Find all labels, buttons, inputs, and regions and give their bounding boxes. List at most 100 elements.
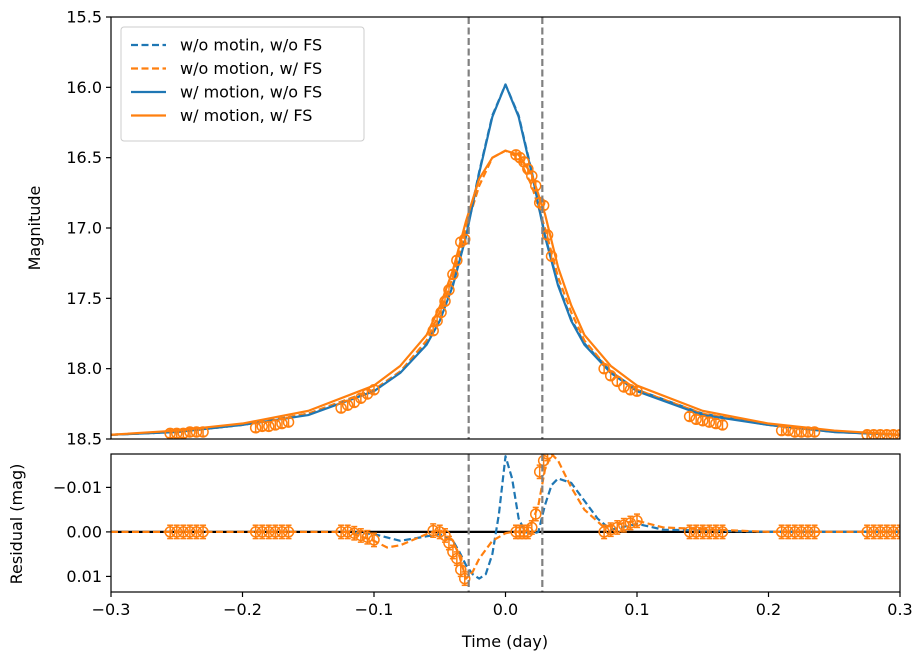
data-marker — [545, 250, 558, 262]
data-marker — [611, 375, 624, 388]
magnitude-ytick-label: 16.5 — [66, 148, 102, 167]
magnitude-plot-area — [111, 17, 900, 439]
data-marker — [451, 254, 463, 267]
time-xtick-label: 0.2 — [756, 600, 781, 619]
time-xtick-label: −0.1 — [355, 600, 394, 619]
time-xtick-label: 0.3 — [887, 600, 912, 619]
data-marker — [361, 531, 374, 543]
magnitude-data-point — [631, 385, 643, 397]
data-marker — [276, 417, 288, 430]
data-marker — [263, 420, 275, 433]
residual-data-point — [683, 524, 696, 540]
data-marker — [604, 523, 617, 536]
residual-data-point — [529, 506, 542, 522]
legend-label-2: w/ motion, w/o FS — [180, 83, 322, 102]
magnitude-ytick-label: 17.5 — [66, 289, 102, 308]
residual-ylabel: Residual (mag) — [7, 464, 26, 585]
residual-ytick-label: 0.01 — [66, 567, 102, 586]
data-marker — [611, 521, 624, 534]
magnitude-ytick-label: 17.0 — [66, 219, 102, 238]
data-marker — [335, 526, 347, 538]
magnitude-ytick-label: 16.0 — [66, 78, 102, 97]
residual-data-point — [802, 524, 814, 540]
data-marker — [269, 419, 282, 431]
data-marker — [256, 526, 268, 538]
data-marker — [710, 417, 722, 430]
residual-data-point — [541, 454, 554, 462]
magnitude-data-point — [881, 429, 893, 439]
residual-data-point — [249, 524, 262, 540]
data-marker — [282, 416, 295, 428]
data-marker — [541, 454, 554, 460]
data-marker — [624, 517, 637, 529]
data-marker — [894, 526, 900, 538]
residual-data-point — [177, 524, 190, 540]
data-marker — [802, 526, 814, 538]
data-marker — [861, 526, 873, 538]
data-marker — [197, 526, 209, 538]
residual-data-point — [348, 525, 361, 541]
magnitude-data-point — [867, 429, 880, 439]
data-marker — [427, 524, 439, 537]
data-marker — [177, 526, 190, 538]
legend-label-0: w/o motin, w/o FS — [180, 36, 322, 55]
data-marker — [789, 526, 801, 538]
time-xtick-label: −0.2 — [223, 600, 262, 619]
residual-data-point — [598, 524, 610, 540]
data-marker — [269, 526, 282, 538]
residual-data-point — [618, 517, 630, 533]
magnitude-data-point — [443, 284, 455, 296]
data-marker — [368, 384, 380, 396]
time-xtick-label: 0.0 — [493, 600, 518, 619]
data-marker — [526, 521, 538, 534]
data-marker — [355, 529, 367, 542]
legend-label-3: w/ motion, w/ FS — [180, 106, 312, 125]
magnitude-data-point — [782, 424, 794, 437]
data-marker — [894, 429, 900, 439]
residual-data-point — [197, 524, 209, 540]
residual-data-point — [341, 524, 354, 540]
residual-data-point — [881, 524, 893, 540]
residual-data-point — [263, 524, 275, 540]
legend-box — [120, 26, 365, 142]
residual-data-point — [184, 524, 196, 540]
data-marker — [598, 362, 610, 375]
magnitude-ylabel: Magnitude — [25, 186, 44, 271]
data-marker — [164, 427, 176, 439]
data-marker — [197, 426, 209, 438]
residual-ytick-label: −0.01 — [53, 478, 102, 497]
data-marker — [249, 526, 262, 538]
magnitude-data-point — [611, 375, 624, 388]
magnitude-ytick-label: 18.0 — [66, 359, 102, 378]
data-marker — [184, 526, 196, 538]
data-marker — [443, 284, 455, 296]
data-marker — [526, 170, 538, 182]
data-marker — [703, 526, 716, 538]
residual-data-point — [789, 524, 801, 540]
data-marker — [341, 399, 354, 411]
data-marker — [282, 526, 295, 538]
magnitude-data-point — [604, 369, 617, 382]
magnitude-data-point — [887, 429, 900, 439]
residual-data-point — [631, 513, 643, 529]
magnitude-data-point — [269, 419, 282, 431]
data-marker — [541, 229, 554, 241]
magnitude-data-point — [435, 306, 447, 319]
data-marker — [887, 429, 900, 439]
residual-data-point — [335, 524, 347, 540]
residual-data-point — [703, 524, 716, 540]
data-marker — [683, 526, 696, 538]
residual-data-point — [690, 524, 702, 540]
data-marker — [256, 420, 268, 433]
data-marker — [867, 429, 880, 439]
magnitude-data-point — [451, 254, 463, 267]
residual-data-point — [874, 524, 887, 540]
magnitude-data-point — [545, 250, 558, 262]
residual-data-point — [775, 524, 788, 540]
data-marker — [368, 534, 380, 546]
data-marker — [881, 526, 893, 538]
residual-ytick-label: 0.00 — [66, 522, 102, 541]
data-marker — [808, 526, 821, 538]
data-marker — [249, 421, 262, 434]
data-marker — [190, 526, 203, 538]
